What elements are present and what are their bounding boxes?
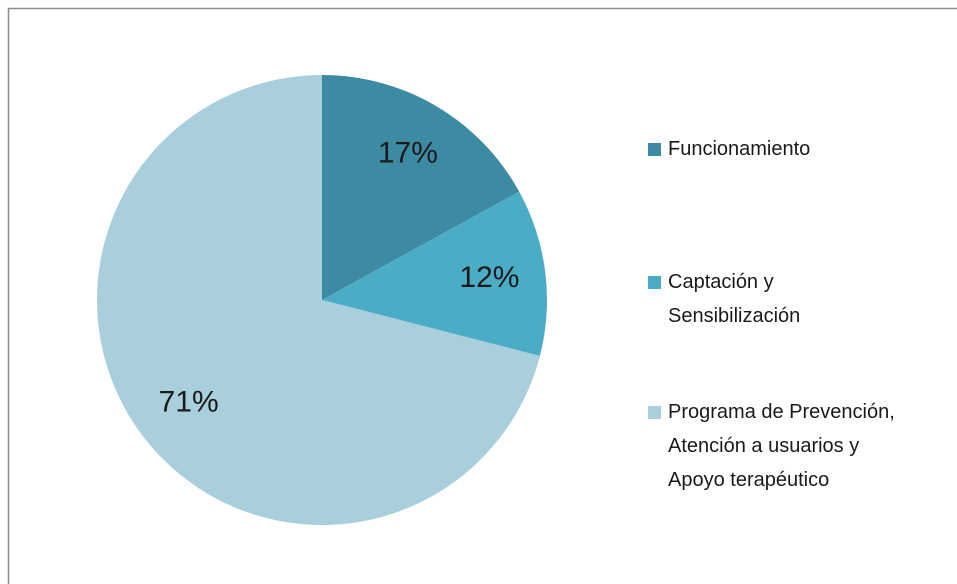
legend-label: Captación y Sensibilización: [668, 271, 800, 327]
legend-label: Programa de Prevención, Atención a usuari…: [668, 401, 895, 491]
legend-label: Funcionamiento: [668, 138, 810, 160]
pie-slice: [322, 191, 547, 356]
pie-slice: [322, 75, 520, 300]
data-label: 71%: [159, 385, 219, 418]
legend-swatch: [648, 406, 661, 419]
pie-slice: [97, 75, 540, 525]
data-label: 17%: [378, 137, 438, 170]
data-label: 12%: [459, 261, 519, 294]
legend-swatch: [648, 276, 661, 289]
legend-swatch: [648, 143, 661, 156]
